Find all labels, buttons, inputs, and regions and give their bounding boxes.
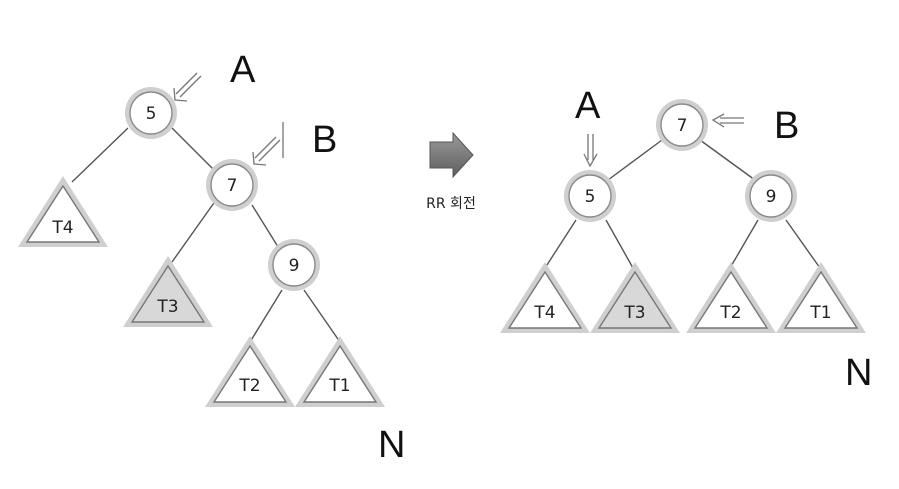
left-pointer-arrow-a	[173, 72, 202, 102]
right-label-n: N	[845, 352, 872, 394]
left-t4-label: T4	[51, 218, 73, 238]
right-t3-label: T3	[623, 303, 645, 323]
right-pointer-arrow-a	[583, 134, 598, 168]
left-subtree-t3: T3	[123, 256, 213, 327]
right-t1-label: T1	[809, 303, 831, 323]
left-node-9-label: 9	[289, 256, 300, 276]
left-node-7-label: 7	[227, 176, 238, 196]
right-node-5: 5	[564, 170, 616, 222]
left-label-b: B	[312, 119, 337, 161]
right-t2-label: T2	[719, 303, 741, 323]
left-subtree-t4: T4	[18, 176, 108, 247]
right-subtree-t2: T2	[686, 262, 776, 333]
right-node-7-label: 7	[677, 116, 688, 136]
left-edges	[71, 127, 341, 343]
right-t4-label: T4	[533, 303, 555, 323]
left-tree: 5 7 9 T4 T3 T2	[18, 49, 405, 466]
left-node-9: 9	[268, 239, 320, 291]
left-subtree-t2: T2	[205, 336, 295, 407]
right-subtree-t1: T1	[776, 262, 866, 333]
right-node-5-label: 5	[585, 187, 596, 207]
left-t1-label: T1	[328, 376, 350, 396]
right-node-9: 9	[745, 170, 797, 222]
rotation-caption: RR 회전	[426, 196, 476, 212]
rotation-arrow: RR 회전	[426, 131, 476, 212]
left-subtree-t1: T1	[295, 336, 385, 407]
right-label-a: A	[575, 85, 601, 127]
right-subtree-t3: T3	[590, 262, 680, 333]
right-subtree-t4: T4	[500, 262, 590, 333]
left-node-5-label: 5	[146, 104, 157, 124]
right-tree: 7 5 9 T4 T3 T2 T1	[500, 85, 872, 394]
left-node-5: 5	[125, 87, 177, 139]
right-node-7: 7	[656, 99, 708, 151]
left-pointer-arrow-b	[252, 122, 284, 166]
right-pointer-arrow-b	[711, 113, 744, 128]
left-label-a: A	[230, 49, 256, 91]
right-edges	[544, 139, 821, 269]
left-node-7: 7	[206, 159, 258, 211]
right-node-9-label: 9	[766, 187, 777, 207]
left-t2-label: T2	[238, 376, 260, 396]
left-t3-label: T3	[156, 297, 178, 317]
left-label-n: N	[378, 424, 405, 466]
right-label-b: B	[774, 105, 799, 147]
